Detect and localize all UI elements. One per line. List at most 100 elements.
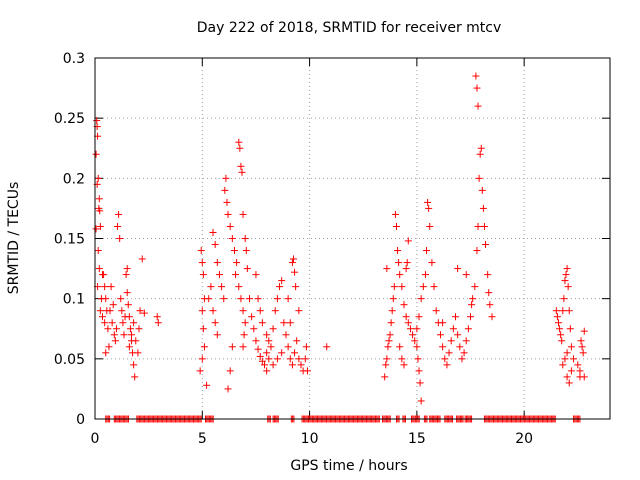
data-point: [261, 361, 269, 369]
data-point: [235, 283, 243, 291]
y-tick-label: 0.3: [63, 51, 85, 67]
data-point: [383, 265, 391, 273]
data-point: [443, 361, 451, 369]
data-point: [579, 349, 587, 357]
data-point: [452, 313, 459, 321]
y-tick-label: 0: [76, 412, 85, 428]
data-point: [267, 343, 275, 351]
data-point: [396, 343, 404, 351]
data-point: [392, 222, 400, 230]
data-point: [94, 247, 102, 255]
data-point: [559, 307, 567, 315]
data-point: [222, 174, 230, 182]
data-point: [276, 283, 284, 291]
data-point: [211, 241, 219, 249]
data-point: [92, 225, 100, 233]
data-point: [199, 271, 207, 279]
x-tick-label: 0: [91, 431, 100, 447]
data-point: [467, 313, 475, 321]
data-point: [132, 337, 140, 345]
data-point: [96, 307, 104, 315]
data-point: [478, 186, 486, 194]
data-point: [295, 355, 303, 363]
data-point: [209, 307, 217, 315]
data-point: [93, 117, 101, 125]
data-point: [130, 361, 138, 369]
data-point: [263, 367, 271, 375]
data-point: [284, 343, 292, 351]
data-point: [488, 313, 496, 321]
data-point: [130, 319, 138, 327]
data-point: [409, 331, 417, 339]
data-point: [280, 319, 288, 327]
data-point: [403, 259, 411, 267]
data-point: [381, 373, 389, 381]
data-point: [237, 162, 245, 170]
data-point: [220, 295, 228, 303]
y-tick-label: 0.15: [54, 232, 85, 248]
data-point: [95, 195, 103, 203]
data-point: [580, 373, 588, 381]
data-point: [406, 325, 414, 333]
y-axis-label: SRMTID / TECUs: [6, 182, 22, 295]
data-point: [449, 325, 457, 333]
data-point: [228, 343, 236, 351]
data-point: [303, 367, 311, 375]
data-point: [425, 204, 433, 212]
data-point: [198, 355, 206, 363]
data-point: [486, 301, 494, 309]
data-point: [114, 222, 122, 230]
data-point: [400, 361, 408, 369]
data-point: [116, 235, 124, 242]
data-point: [555, 319, 562, 327]
data-point: [421, 271, 429, 279]
data-point: [471, 283, 479, 291]
data-point: [556, 325, 564, 333]
data-point: [302, 343, 310, 351]
data-point: [241, 235, 249, 242]
data-point: [224, 385, 232, 393]
data-point: [400, 301, 408, 309]
data-point: [198, 259, 206, 267]
data-point: [115, 210, 123, 218]
data-point: [297, 361, 305, 369]
data-point: [286, 355, 294, 363]
data-point: [107, 283, 115, 291]
plot-frame: [94, 57, 611, 420]
data-point: [323, 343, 331, 351]
data-point: [154, 319, 162, 327]
data-point: [112, 325, 120, 333]
data-point: [291, 268, 299, 276]
data-point: [390, 283, 398, 291]
data-point: [424, 198, 432, 206]
data-point: [240, 331, 248, 339]
data-point: [239, 210, 247, 218]
data-point: [288, 361, 296, 369]
data-point: [570, 355, 578, 363]
data-point: [464, 325, 472, 333]
data-point: [561, 277, 569, 285]
data-point: [96, 222, 104, 230]
data-point: [241, 319, 249, 327]
data-point: [140, 309, 148, 317]
data-point: [226, 367, 234, 375]
data-point: [284, 295, 292, 303]
data-point: [254, 345, 262, 353]
data-point: [413, 343, 421, 351]
data-point: [95, 265, 103, 273]
data-point: [263, 349, 271, 357]
data-point: [211, 319, 219, 327]
y-tick-label: 0.2: [63, 171, 85, 187]
data-point: [278, 349, 286, 357]
data-point: [256, 352, 264, 360]
data-point: [383, 355, 391, 363]
data-point: [248, 313, 256, 321]
data-point: [474, 102, 482, 110]
data-point: [394, 247, 402, 255]
data-point: [122, 271, 130, 279]
data-point: [232, 271, 240, 279]
data-point: [228, 235, 236, 242]
data-point: [564, 283, 572, 291]
data-point: [295, 307, 303, 315]
